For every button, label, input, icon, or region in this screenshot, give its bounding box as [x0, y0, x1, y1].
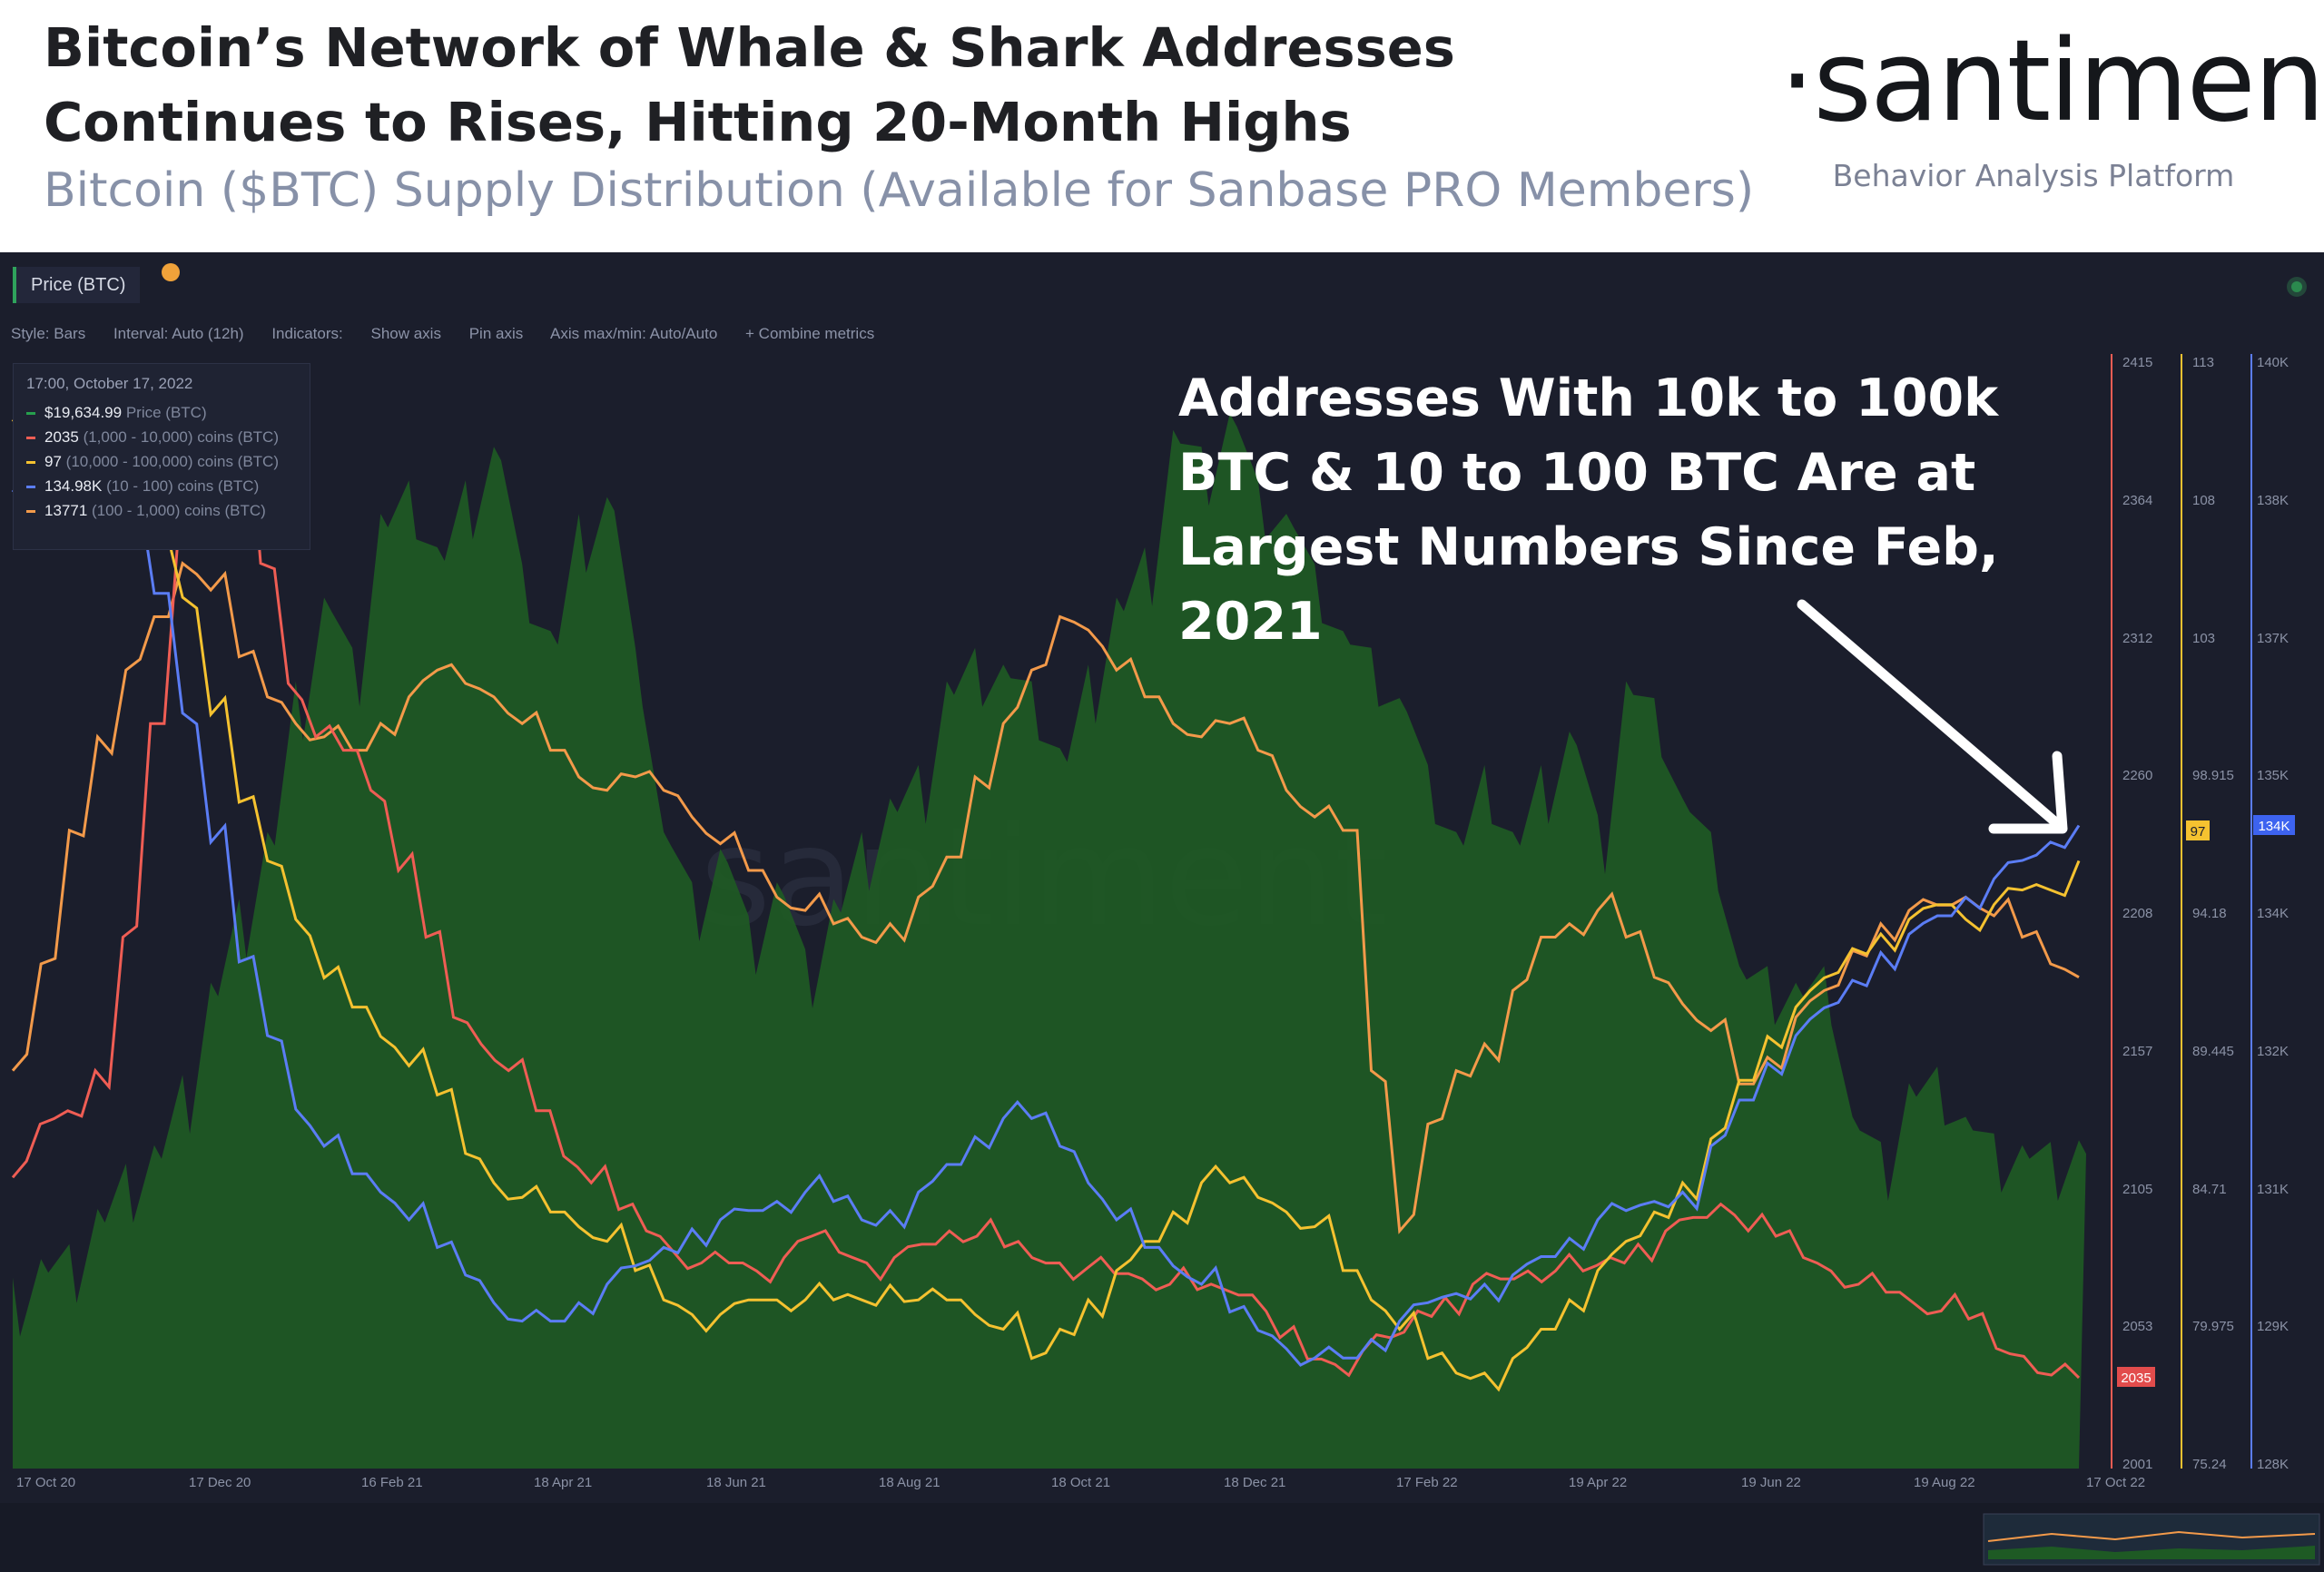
tooltip-label: (100 - 1,000) coins (BTC): [92, 502, 266, 519]
x-axis-tick: 17 Oct 22: [2086, 1475, 2145, 1490]
yellow-axis-tick: 108: [2192, 493, 2215, 508]
red-current-label: 2035: [2121, 1371, 2151, 1386]
blue-axis-tick: 135K: [2257, 768, 2289, 783]
tooltip-value: 2035: [44, 428, 79, 446]
chart-panel: santiment2415236423122260220821572105205…: [0, 252, 2324, 1572]
bitcoin-badge-icon: [162, 263, 180, 281]
legend-swatch: [26, 486, 35, 489]
tooltip-label: (10 - 100) coins (BTC): [106, 477, 260, 495]
blue-current-badge: [2253, 815, 2295, 835]
yellow-axis-tick: 98.915: [2192, 768, 2234, 783]
tooltip-label: (1,000 - 10,000) coins (BTC): [83, 428, 279, 446]
red-axis-tick: 2364: [2122, 493, 2152, 508]
yellow-axis-tick: 75.24: [2192, 1457, 2227, 1472]
yellow-current-badge: [2186, 820, 2210, 840]
navigator-strip: [0, 1503, 2324, 1572]
annotation-arrow: [1797, 599, 2059, 826]
red-axis-tick: 2053: [2122, 1319, 2152, 1334]
red-current-badge: [2117, 1367, 2155, 1387]
x-axis-tick: 19 Aug 22: [1914, 1475, 1975, 1490]
tooltip-value: 134.98K: [44, 477, 103, 495]
x-axis-tick: 18 Jun 21: [706, 1475, 766, 1490]
logo-tagline: Behavior Analysis Platform: [1832, 158, 2235, 193]
tooltip-value: 97: [44, 453, 62, 470]
legend-swatch: [26, 412, 35, 416]
header: Bitcoin’s Network of Whale & Shark Addre…: [0, 0, 2324, 250]
x-axis-tick: 17 Feb 22: [1396, 1475, 1458, 1490]
tooltip-timestamp: 17:00, October 17, 2022: [26, 375, 193, 392]
tooltip-row: $19,634.99 Price (BTC): [14, 400, 310, 425]
tooltip-row: 13771 (100 - 1,000) coins (BTC): [14, 498, 310, 523]
style-select[interactable]: Style: Bars: [11, 325, 86, 342]
x-axis-tick: 18 Oct 21: [1051, 1475, 1110, 1490]
interval-select[interactable]: Interval: Auto (12h): [113, 325, 244, 342]
blue-current-label: 134K: [2258, 819, 2290, 834]
chart-svg: santiment2415236423122260220821572105205…: [0, 354, 2324, 1572]
legend-swatch: [26, 461, 35, 465]
x-axis-tick: 16 Feb 21: [361, 1475, 423, 1490]
annotation-arrowhead: [1988, 751, 2068, 834]
page-subtitle: Bitcoin ($BTC) Supply Distribution (Avai…: [44, 163, 1755, 218]
red-axis-tick: 2260: [2122, 768, 2152, 783]
red-axis-tick: 2415: [2122, 355, 2152, 370]
series-line-10-100: [11, 453, 2081, 1367]
yellow-axis-tick: 84.71: [2192, 1182, 2227, 1197]
combine-metrics-button[interactable]: + Combine metrics: [745, 325, 875, 342]
axis-maxmin-select[interactable]: Axis max/min: Auto/Auto: [550, 325, 718, 342]
santiment-logo: ·santiment·: [1779, 16, 2324, 147]
tooltip-row: 2035 (1,000 - 10,000) coins (BTC): [14, 425, 310, 449]
series-line-1000-10000: [11, 395, 2081, 1380]
red-axis-tick: 2105: [2122, 1182, 2152, 1197]
blue-axis-tick: 138K: [2257, 493, 2289, 508]
x-axis-tick: 18 Dec 21: [1224, 1475, 1285, 1490]
tooltip-value: $19,634.99: [44, 404, 123, 421]
chart-tooltip: 17:00, October 17, 2022 $19,634.99 Price…: [13, 363, 310, 550]
red-axis-tick: 2312: [2122, 631, 2152, 646]
yellow-axis-tick: 94.18: [2192, 906, 2227, 921]
page-title: Bitcoin’s Network of Whale & Shark Addre…: [44, 16, 1455, 153]
x-axis-tick: 17 Oct 20: [16, 1475, 75, 1490]
tooltip-label: Price (BTC): [125, 404, 207, 421]
x-axis-tick: 17 Dec 20: [189, 1475, 251, 1490]
x-axis-tick: 19 Apr 22: [1569, 1475, 1627, 1490]
blue-axis-tick: 131K: [2257, 1182, 2289, 1197]
chart-annotation: Addresses With 10k to 100k BTC & 10 to 1…: [1178, 368, 1999, 652]
legend-swatch: [26, 510, 35, 514]
red-axis-tick: 2157: [2122, 1044, 2152, 1059]
red-axis-tick: 2001: [2122, 1457, 2152, 1472]
blue-axis-tick: 134K: [2257, 906, 2289, 921]
red-axis-tick: 2208: [2122, 906, 2152, 921]
blue-axis-tick: 128K: [2257, 1457, 2289, 1472]
legend-swatch: [26, 437, 35, 440]
status-dot-icon: [2291, 281, 2302, 292]
tab-price-btc[interactable]: Price (BTC): [13, 267, 141, 303]
yellow-current-label: 97: [2191, 824, 2206, 840]
x-axis-tick: 19 Jun 22: [1741, 1475, 1801, 1490]
blue-axis-tick: 140K: [2257, 355, 2289, 370]
price-area: [13, 413, 2086, 1469]
blue-axis-tick: 137K: [2257, 631, 2289, 646]
series-line-10000-100000: [11, 402, 2081, 1392]
blue-axis-tick: 132K: [2257, 1044, 2289, 1059]
x-axis-tick: 18 Aug 21: [879, 1475, 940, 1490]
tooltip-row: 134.98K (10 - 100) coins (BTC): [14, 474, 310, 498]
tooltip-row: 97 (10,000 - 100,000) coins (BTC): [14, 449, 310, 474]
x-axis-tick: 18 Apr 21: [534, 1475, 592, 1490]
blue-axis-tick: 129K: [2257, 1319, 2289, 1334]
tooltip-value: 13771: [44, 502, 88, 519]
navigator-line: [1987, 1530, 2316, 1542]
pin-axis-toggle[interactable]: Pin axis: [468, 325, 524, 342]
chart-toolbar: Style: Bars Interval: Auto (12h) Indicat…: [11, 325, 898, 349]
yellow-axis-tick: 113: [2192, 355, 2214, 370]
tooltip-label: (10,000 - 100,000) coins (BTC): [65, 453, 279, 470]
show-axis-toggle[interactable]: Show axis: [370, 325, 441, 342]
yellow-axis-tick: 89.445: [2192, 1044, 2234, 1059]
yellow-axis-tick: 103: [2192, 631, 2215, 646]
navigator-area: [1988, 1546, 2315, 1559]
indicators-select[interactable]: Indicators:: [271, 325, 343, 342]
yellow-axis-tick: 79.975: [2192, 1319, 2234, 1334]
